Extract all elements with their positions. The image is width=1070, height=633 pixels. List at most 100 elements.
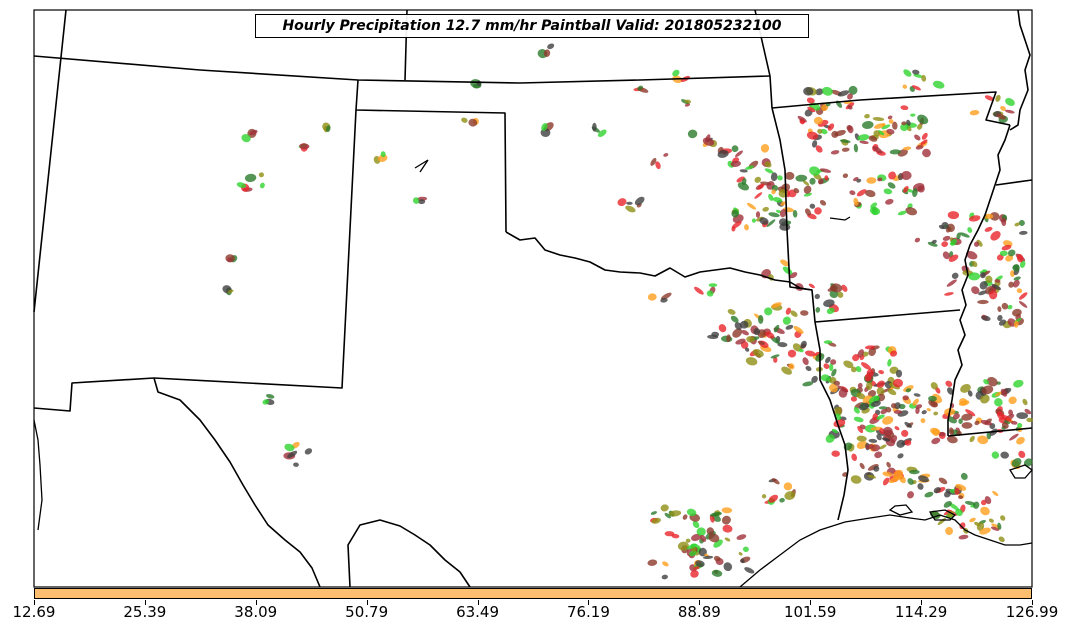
paintball-blob xyxy=(727,309,736,315)
paintball-blob xyxy=(1013,276,1021,281)
paintball-blob xyxy=(768,193,774,201)
paintball-blob xyxy=(815,307,821,313)
paintball-blob xyxy=(706,527,715,535)
paintball-blob xyxy=(855,366,862,373)
paintball-blob xyxy=(711,569,723,577)
paintball-blob xyxy=(870,426,883,431)
paintball-blob xyxy=(967,227,973,233)
paintball-blob xyxy=(723,562,733,572)
paintball-blob xyxy=(626,201,633,205)
paintball-blob xyxy=(946,387,954,395)
paintball-blob xyxy=(944,491,951,498)
paintball-blob xyxy=(983,213,994,220)
paintball-blob xyxy=(912,69,920,75)
paintball-blob xyxy=(755,211,761,218)
paintball-blob xyxy=(904,439,912,446)
paintball-blob xyxy=(984,95,994,101)
paintball-blob xyxy=(901,429,909,437)
paintball-blob xyxy=(637,85,644,91)
boundary-ok-arkansas xyxy=(771,107,816,323)
boundary-texas-mexico xyxy=(153,377,321,588)
paintball-blob xyxy=(998,319,1007,326)
paintball-blob xyxy=(921,410,927,415)
paintball-blob xyxy=(687,129,698,139)
coast-inlet-1 xyxy=(888,504,914,516)
paintball-blob xyxy=(843,360,854,369)
paintball-blob xyxy=(1017,422,1023,428)
paintball-blob xyxy=(912,398,919,406)
paintball-blob xyxy=(928,395,937,402)
paintball-blob xyxy=(802,381,814,387)
paintball-blob xyxy=(1001,244,1012,251)
paintball-blob xyxy=(597,129,607,138)
paintball-blob xyxy=(713,539,723,548)
paintball-blob xyxy=(938,431,946,437)
paintball-blob xyxy=(694,286,704,295)
paintball-blob xyxy=(889,149,901,155)
paintball-blob xyxy=(765,331,775,339)
paintball-blob xyxy=(735,338,746,345)
paintball-blob xyxy=(881,124,891,130)
paintball-blob xyxy=(902,146,912,151)
paintball-blob xyxy=(913,73,923,78)
paintball-blob xyxy=(900,105,909,111)
paintball-blob xyxy=(1007,304,1013,310)
boundary-north-colorado xyxy=(33,55,771,84)
paintball-blob xyxy=(760,144,770,153)
paintball-blob xyxy=(1018,292,1028,300)
paintball-blob xyxy=(809,177,816,185)
paintball-blob xyxy=(938,477,948,485)
paintball-blob xyxy=(739,320,749,329)
paintball-blob xyxy=(746,202,757,210)
paintball-blob xyxy=(864,345,876,350)
paintball-blob xyxy=(752,349,764,358)
paintball-blob xyxy=(856,392,866,400)
paintball-blob xyxy=(873,130,880,137)
paintball-blob xyxy=(1008,281,1014,288)
paintball-blob xyxy=(817,128,823,134)
paintball-blob xyxy=(815,88,824,96)
paintball-blob xyxy=(888,171,897,180)
paintball-blob xyxy=(734,150,744,158)
paintball-blob xyxy=(866,177,877,184)
paintball-blob xyxy=(890,350,898,357)
paintball-blob xyxy=(751,218,757,223)
paintball-blob xyxy=(882,477,890,486)
paintball-blob xyxy=(867,464,879,471)
paintball-blob xyxy=(880,408,888,415)
paintball-blob xyxy=(902,395,909,401)
paintball-blob xyxy=(757,183,765,190)
paintball-blob xyxy=(847,93,853,100)
paintball-blob xyxy=(868,347,877,357)
paintball-blob xyxy=(881,437,891,442)
paintball-blob xyxy=(717,150,729,158)
paintball-blob xyxy=(825,434,835,443)
paintball-blob xyxy=(764,161,772,168)
paintball-blob xyxy=(968,272,981,281)
paintball-blob xyxy=(994,279,1001,283)
boundary-mississippi-river xyxy=(947,124,1011,436)
paintball-blob xyxy=(707,334,719,340)
lake-1 xyxy=(829,216,851,221)
paintball-blob xyxy=(734,322,742,330)
paintball-blob xyxy=(718,324,727,333)
paintball-blob xyxy=(745,165,754,170)
paintball-blob xyxy=(1005,254,1014,262)
paintball-blob xyxy=(980,419,993,426)
paintball-blob xyxy=(847,105,853,110)
paintball-blob xyxy=(1013,320,1019,328)
paintball-blob xyxy=(669,510,682,517)
paintball-blob xyxy=(922,148,931,158)
paintball-blob xyxy=(692,520,700,529)
paintball-blob xyxy=(888,119,894,124)
paintball-blob xyxy=(981,385,994,395)
paintball-blob xyxy=(1012,264,1020,272)
paintball-blob xyxy=(808,283,815,289)
paintball-blob xyxy=(857,382,863,389)
paintball-blob xyxy=(241,134,251,143)
boundary-ms-river-north xyxy=(1009,9,1031,131)
paintball-blob xyxy=(758,314,764,324)
paintball-blob xyxy=(773,324,780,333)
paintball-blob xyxy=(685,538,691,543)
paintball-blob xyxy=(914,237,921,243)
